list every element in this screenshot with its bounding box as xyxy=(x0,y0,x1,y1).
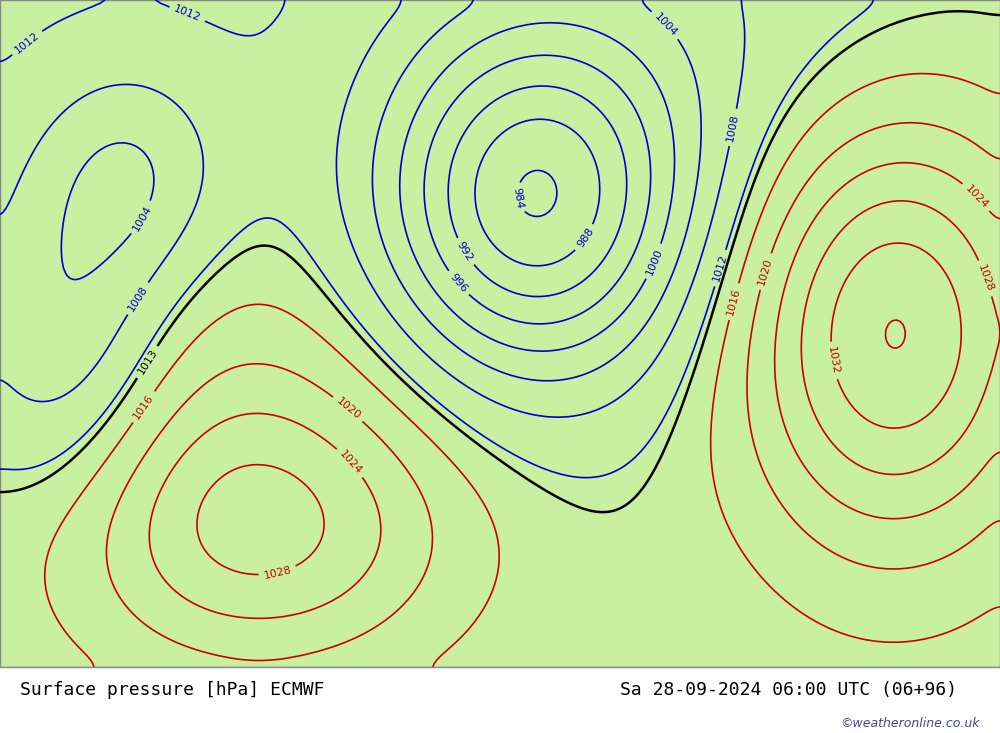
Text: 1004: 1004 xyxy=(131,203,154,232)
Text: 1024: 1024 xyxy=(337,449,364,476)
Text: Surface pressure [hPa] ECMWF: Surface pressure [hPa] ECMWF xyxy=(20,681,324,699)
Text: 1020: 1020 xyxy=(334,396,362,421)
Text: 1012: 1012 xyxy=(711,253,729,283)
Text: 988: 988 xyxy=(575,226,595,249)
Text: 1032: 1032 xyxy=(826,346,840,375)
Text: 1028: 1028 xyxy=(263,564,292,581)
Text: Sa 28-09-2024 06:00 UTC (06+96): Sa 28-09-2024 06:00 UTC (06+96) xyxy=(620,681,957,699)
Text: 1016: 1016 xyxy=(725,287,742,317)
Text: 1024: 1024 xyxy=(963,183,990,210)
Text: 996: 996 xyxy=(447,272,469,295)
Text: 1012: 1012 xyxy=(172,4,202,23)
Text: ©weatheronline.co.uk: ©weatheronline.co.uk xyxy=(840,717,980,729)
Text: 984: 984 xyxy=(511,186,524,209)
Text: 992: 992 xyxy=(455,240,475,264)
Text: 1028: 1028 xyxy=(976,263,995,293)
Text: 1000: 1000 xyxy=(644,246,664,276)
Text: 1013: 1013 xyxy=(136,347,159,377)
Text: 1016: 1016 xyxy=(132,393,156,421)
Text: 1004: 1004 xyxy=(652,11,679,38)
Text: 1012: 1012 xyxy=(13,30,41,55)
Text: 1020: 1020 xyxy=(757,257,774,287)
Text: 1008: 1008 xyxy=(725,113,741,142)
Text: 1008: 1008 xyxy=(126,284,150,313)
